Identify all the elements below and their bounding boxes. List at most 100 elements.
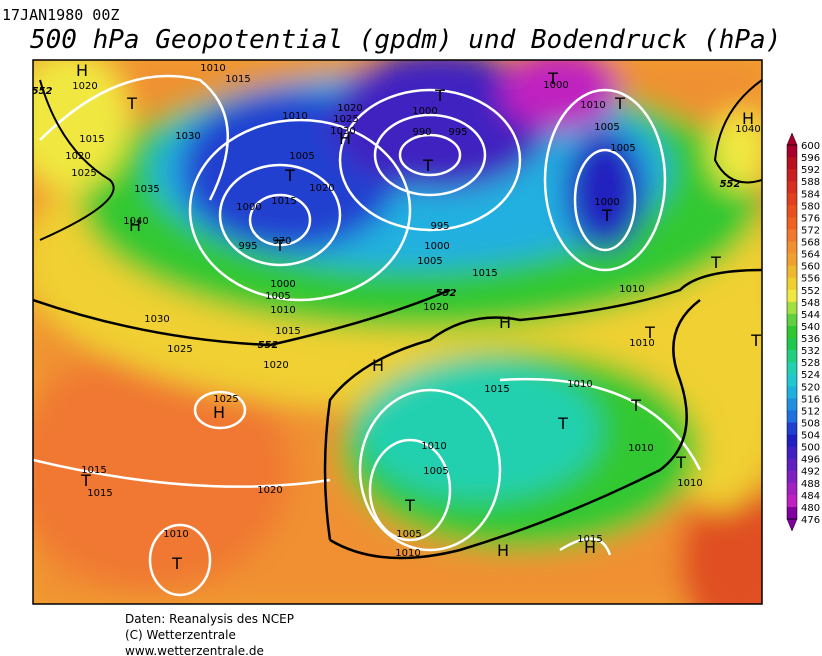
colorbar-swatch (787, 362, 797, 375)
contour-label: 1010 (580, 100, 605, 111)
map: 1020101510101030103510401015102010251010… (32, 60, 762, 604)
date: 17JAN1980 00Z (2, 6, 119, 24)
contour-label: 1015 (81, 465, 106, 476)
colorbar-label: 524 (801, 370, 820, 381)
contour-label: 1020 (257, 485, 282, 496)
colorbar-label: 512 (801, 406, 820, 417)
contour-label: 1015 (577, 534, 602, 545)
contour-label: 1005 (610, 143, 635, 154)
pressure-center: T (630, 396, 641, 415)
pressure-center: T (614, 94, 625, 113)
colorbar-swatch (787, 325, 797, 339)
pressure-center: H (339, 129, 351, 148)
pressure-center: H (76, 61, 88, 80)
contour-label: 1015 (87, 488, 112, 499)
contour-label: 1015 (472, 268, 497, 279)
colorbar-label: 544 (801, 310, 820, 321)
colorbar-swatch (787, 313, 797, 327)
colorbar-label: 508 (801, 418, 820, 429)
contour-label: 1005 (594, 122, 619, 133)
colorbar-swatch (787, 301, 797, 315)
colorbar-label: 588 (801, 177, 820, 188)
contour-label: 970 (272, 236, 291, 247)
contour-label: 1010 (270, 305, 295, 316)
colorbar-label: 580 (801, 201, 820, 212)
pressure-center: T (434, 86, 445, 105)
contour-label: 1015 (275, 326, 300, 337)
pressure-center: T (547, 69, 558, 88)
colorbar-swatch (787, 277, 797, 291)
colorbar-label: 576 (801, 213, 820, 224)
contour-label: 552 (32, 86, 53, 97)
contour-label: 1015 (484, 384, 509, 395)
colorbar-label: 532 (801, 346, 820, 357)
pressure-center: H (584, 538, 596, 557)
colorbar-swatch (787, 482, 797, 496)
colorbar-swatch (787, 265, 797, 279)
colorbar-label: 516 (801, 394, 820, 405)
colorbar-swatch (787, 386, 797, 399)
contour-label: 1000 (594, 197, 619, 208)
colorbar-swatch (787, 506, 797, 520)
pressure-center: T (284, 166, 295, 185)
colorbar-label: 568 (801, 238, 820, 249)
pressure-center: H (499, 313, 511, 332)
contour-label: 1015 (79, 134, 104, 145)
contour-label: 1020 (309, 183, 334, 194)
colorbar-swatch (787, 494, 797, 508)
colorbar-label: 596 (801, 153, 820, 164)
colorbar-label: 536 (801, 334, 820, 345)
colorbar-swatch (787, 410, 797, 423)
map-frame (32, 59, 763, 605)
colorbar-label: 592 (801, 165, 820, 176)
pressure-center: T (750, 331, 761, 350)
colorbar-label: 476 (801, 515, 820, 526)
contour-label: 1020 (337, 103, 362, 114)
contour-label: 1020 (72, 81, 97, 92)
contour-label: 1020 (65, 151, 90, 162)
pressure-center: T (274, 236, 285, 255)
contour-label: 1005 (423, 466, 448, 477)
colorbar-swatch (787, 446, 797, 460)
colorbar-label: 552 (801, 286, 820, 297)
pressure-center: H (129, 216, 141, 235)
colorbar-label: 560 (801, 262, 820, 273)
pressure-center: T (675, 453, 686, 472)
contour-label: 1000 (543, 80, 568, 91)
contour-label: 1010 (628, 443, 653, 454)
colorbar-label: 564 (801, 250, 820, 261)
pressure-center: H (372, 356, 384, 375)
colorbar-label: 500 (801, 443, 820, 454)
title: 500 hPa Geopotential (gpdm) und Bodendru… (30, 25, 781, 55)
colorbar-swatch (787, 241, 797, 255)
colorbar-frame (786, 144, 798, 520)
contour-label: 1015 (225, 74, 250, 85)
contour-label: 1000 (412, 106, 437, 117)
pressure-center: T (404, 496, 415, 515)
contour-label: 1040 (123, 216, 148, 227)
colorbar-label: 556 (801, 274, 820, 285)
colorbar-swatch (787, 289, 797, 303)
footer-line: www.wetterzentrale.de (125, 644, 264, 656)
contour-label: 552 (258, 340, 279, 351)
contour-label: 1030 (330, 126, 355, 137)
colorbar-arrow (786, 518, 798, 532)
colorbar-label: 504 (801, 431, 820, 442)
colorbar-swatch (787, 217, 797, 230)
contour-label: 1000 (270, 279, 295, 290)
pressure-center: H (497, 541, 509, 560)
contour-label: 1010 (629, 338, 654, 349)
contour-label: 1000 (424, 241, 449, 252)
contour-label: 1010 (282, 111, 307, 122)
contour-label: 995 (238, 241, 257, 252)
colorbar-label: 488 (801, 479, 820, 490)
colorbar-swatch (787, 157, 797, 170)
colorbar-swatch (787, 374, 797, 387)
footer-line: (C) Wetterzentrale (125, 628, 236, 642)
contour-label: 990 (412, 127, 431, 138)
footer-line: Daten: Reanalysis des NCEP (125, 612, 294, 626)
pressure-center: H (742, 109, 754, 128)
contour-label: 1010 (677, 478, 702, 489)
colorbar-label: 548 (801, 298, 820, 309)
